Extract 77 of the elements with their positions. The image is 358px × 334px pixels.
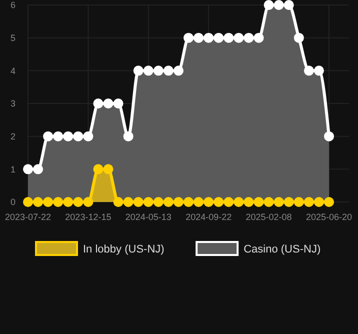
point	[294, 197, 304, 207]
x-tick-label: 2023-12-15	[65, 212, 112, 222]
point	[123, 197, 134, 207]
point	[23, 164, 33, 174]
point	[324, 197, 334, 207]
point	[274, 197, 284, 207]
point	[244, 32, 254, 43]
point	[103, 164, 114, 174]
legend-label: In lobby (US-NJ)	[83, 244, 164, 256]
legend-label: Casino (US-NJ)	[244, 244, 321, 256]
point	[304, 197, 314, 207]
x-tick-label: 2025-06-20	[306, 212, 352, 222]
point	[103, 98, 114, 108]
point	[234, 32, 244, 43]
point	[63, 197, 74, 207]
x-tick-label: 2024-05-13	[125, 212, 172, 222]
point	[133, 66, 144, 76]
point	[314, 66, 324, 76]
y-tick-label: 4	[10, 66, 16, 76]
point	[324, 131, 334, 142]
y-tick-label: 5	[10, 32, 16, 43]
point	[174, 197, 184, 207]
point	[264, 0, 274, 10]
point	[63, 131, 74, 142]
point	[53, 197, 64, 207]
point	[163, 197, 174, 207]
point	[83, 197, 94, 207]
y-tick-label: 2	[10, 131, 16, 142]
point	[153, 66, 164, 76]
point	[184, 32, 194, 43]
point	[143, 66, 154, 76]
point	[43, 197, 54, 207]
point	[254, 197, 264, 207]
point	[123, 131, 134, 142]
point	[314, 197, 324, 207]
point	[244, 197, 254, 207]
point	[163, 66, 174, 76]
point	[113, 197, 124, 207]
x-tick-label: 2025-02-08	[246, 212, 292, 222]
point	[214, 32, 224, 43]
point	[274, 0, 284, 10]
point	[143, 197, 154, 207]
point	[93, 98, 104, 108]
point	[174, 66, 184, 76]
point	[284, 0, 294, 10]
point	[204, 197, 214, 207]
point	[93, 164, 104, 174]
point	[264, 197, 274, 207]
point	[234, 197, 244, 207]
x-tick-label: 2024-09-22	[186, 212, 232, 222]
point	[53, 131, 64, 142]
point	[254, 32, 264, 43]
point	[113, 98, 124, 108]
point	[294, 32, 304, 43]
point	[194, 32, 204, 43]
point	[33, 197, 44, 207]
x-tick-label: 2023-07-22	[4, 212, 52, 222]
point	[224, 197, 234, 207]
point	[43, 131, 54, 142]
y-tick-label: 1	[10, 164, 16, 174]
point	[133, 197, 144, 207]
point	[153, 197, 164, 207]
point	[23, 197, 33, 207]
point	[83, 131, 94, 142]
point	[73, 131, 84, 142]
point	[214, 197, 224, 207]
point	[224, 32, 234, 43]
point	[194, 197, 204, 207]
point	[304, 66, 314, 76]
y-tick-label: 0	[10, 197, 16, 208]
y-tick-label: 6	[10, 0, 16, 10]
point	[204, 32, 214, 43]
point	[184, 197, 194, 207]
point	[33, 164, 44, 174]
point	[284, 197, 294, 207]
point	[73, 197, 84, 207]
y-tick-label: 3	[10, 98, 16, 109]
